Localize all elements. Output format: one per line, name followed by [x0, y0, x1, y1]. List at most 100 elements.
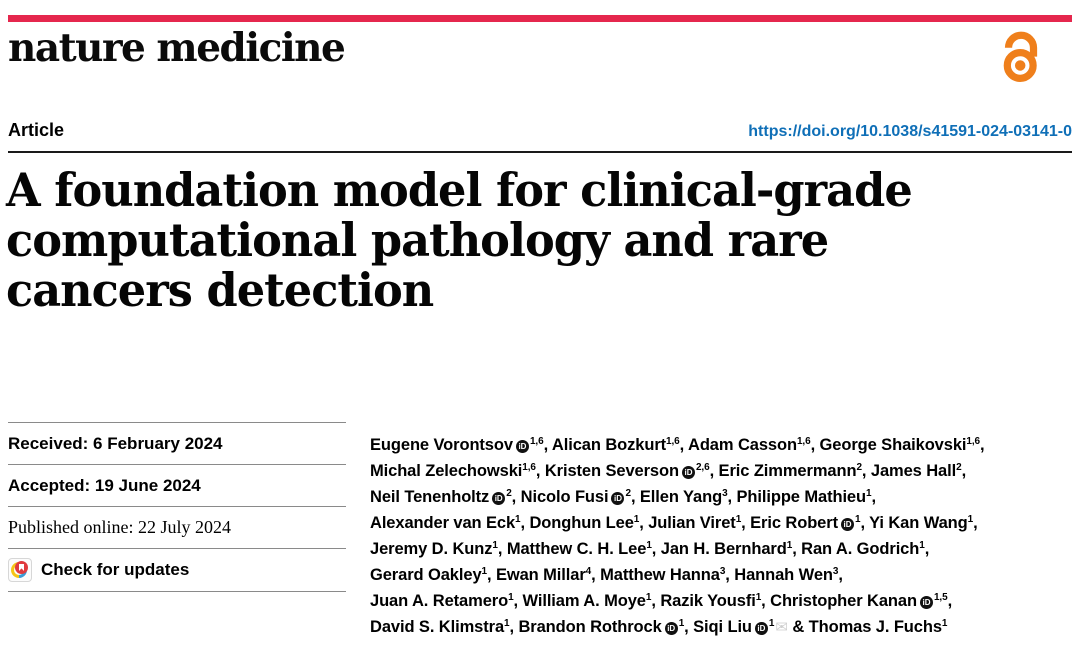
- affiliation-superscript: 1: [646, 540, 652, 551]
- affiliation-superscript: 1: [515, 514, 521, 525]
- author-name: Julian Viret: [648, 514, 736, 532]
- doi-link[interactable]: https://doi.org/10.1038/s41591-024-03141…: [748, 123, 1072, 140]
- affiliation-superscript: 1,6: [666, 436, 680, 447]
- affiliation-superscript: 3: [722, 488, 728, 499]
- affiliation-superscript: 1: [678, 618, 685, 629]
- affiliation-superscript: 1,6: [529, 436, 544, 447]
- affiliation-superscript: 1: [508, 592, 514, 603]
- affiliation-superscript: 2: [956, 462, 962, 473]
- author-name: Ewan Millar: [495, 566, 586, 584]
- author-name: Juan A. Retamero: [370, 592, 509, 610]
- author-line: Neil Tenenholtz iD 2, Nicolo Fusi iD 2, Elle…: [370, 488, 876, 506]
- author-name: Adam Casson: [688, 436, 797, 454]
- affiliation-superscript: 4: [585, 566, 592, 577]
- title-line-3: cancers detection: [6, 263, 434, 317]
- author-name: Nicolo Fusi: [520, 488, 609, 506]
- affiliation-superscript: 2,6: [695, 462, 710, 473]
- title-line-2: computational pathology and rare: [6, 213, 829, 267]
- author-name: Neil Tenenholtz: [370, 488, 490, 506]
- author-name: Michal Zelechowski: [370, 462, 523, 480]
- orcid-icon[interactable]: iD: [681, 466, 695, 479]
- affiliation-superscript: 1: [492, 540, 498, 551]
- affiliation-superscript: 3: [832, 566, 839, 577]
- affiliation-superscript: 1: [941, 618, 948, 629]
- affiliation-superscript: 1: [481, 566, 488, 577]
- author-name: Eric Robert: [750, 514, 838, 532]
- author-name: James Hall: [870, 462, 957, 480]
- affiliation-superscript: 1: [504, 618, 510, 629]
- article-history-column: Received: 6 February 2024 Accepted: 19 J…: [8, 422, 346, 641]
- affiliation-superscript: 1: [755, 592, 762, 603]
- orcid-icon[interactable]: iD: [919, 596, 933, 609]
- author-name: Eric Zimmermann: [718, 462, 857, 480]
- open-access-icon: [994, 26, 1044, 84]
- orcid-icon[interactable]: iD: [515, 440, 529, 453]
- author-line: Eugene Vorontsov iD 1,6, Alican Bozkurt1,6…: [370, 436, 985, 454]
- accepted-date: Accepted: 19 June 2024: [8, 464, 346, 506]
- orcid-icon[interactable]: iD: [492, 492, 506, 505]
- author-line: Michal Zelechowski1,6, Kristen Severson i…: [370, 462, 967, 480]
- author-line: Juan A. Retamero1, William A. Moye1, Raz…: [370, 592, 953, 610]
- author-name: Matthew Hanna: [600, 566, 720, 584]
- orcid-icon[interactable]: iD: [754, 622, 768, 635]
- affiliation-superscript: 1,6: [796, 436, 811, 447]
- author-line: Gerard Oakley1, Ewan Millar4, Matthew Ha…: [370, 566, 843, 584]
- author-name: Eugene Vorontsov: [370, 436, 513, 454]
- author-name: Gerard Oakley: [370, 566, 482, 584]
- author-name: Brandon Rothrock: [518, 618, 662, 636]
- affiliation-superscript: 1: [866, 488, 872, 499]
- affiliation-superscript: 1: [768, 618, 775, 629]
- author-name: Hannah Wen: [734, 566, 833, 584]
- affiliation-superscript: 1: [735, 514, 742, 525]
- affiliation-superscript: 3: [719, 566, 726, 577]
- author-line: Alexander van Eck1, Donghun Lee1, Julian…: [370, 514, 978, 532]
- author-name: William A. Moye: [522, 592, 646, 610]
- author-name: Siqi Liu: [693, 618, 752, 636]
- title-line-1: A foundation model for clinical-grade: [6, 163, 913, 217]
- author-name: Ellen Yang: [639, 488, 723, 506]
- author-name: Philippe Mathieu: [736, 488, 867, 506]
- author-name: Alexander van Eck: [370, 514, 516, 532]
- paper-title: A foundation model for clinical-grade co…: [6, 165, 1072, 315]
- check-for-updates-button[interactable]: Check for updates: [8, 548, 346, 592]
- article-header-row: Article https://doi.org/10.1038/s41591-0…: [8, 120, 1072, 153]
- email-envelope-icon[interactable]: ✉: [775, 619, 788, 636]
- check-for-updates-label: Check for updates: [41, 560, 190, 579]
- crossmark-icon[interactable]: [8, 558, 32, 582]
- received-date: Received: 6 February 2024: [8, 422, 346, 464]
- affiliation-superscript: 2: [625, 488, 631, 499]
- author-line: David S. Klimstra1, Brandon Rothrock iD 1,…: [370, 618, 948, 636]
- author-name: Jan H. Bernhard: [660, 540, 787, 558]
- author-name: Yi Kan Wang: [869, 514, 968, 532]
- author-list: Eugene Vorontsov iD 1,6, Alican Bozkurt1,6…: [346, 422, 1072, 641]
- affiliation-superscript: 1,6: [522, 462, 536, 473]
- author-name: Alican Bozkurt: [551, 436, 667, 454]
- author-name: George Shaikovski: [819, 436, 967, 454]
- crossmark-bookmark: [19, 564, 24, 571]
- article-type-label: Article: [8, 120, 65, 140]
- author-name: Razik Yousfi: [660, 592, 756, 610]
- author-name: Thomas J. Fuchs: [808, 618, 942, 636]
- affiliation-superscript: 1: [633, 514, 640, 525]
- author-name: Kristen Severson: [544, 462, 679, 480]
- affiliation-superscript: 1,5: [933, 592, 948, 603]
- affiliation-superscript: 1: [919, 540, 925, 551]
- affiliation-superscript: 1: [967, 514, 974, 525]
- author-name: Jeremy D. Kunz: [370, 540, 493, 558]
- orcid-icon[interactable]: iD: [611, 492, 625, 505]
- affiliation-superscript: 1,6: [966, 436, 981, 447]
- author-name: Matthew C. H. Lee: [506, 540, 647, 558]
- orcid-icon[interactable]: iD: [840, 518, 854, 531]
- journal-red-bar: [8, 15, 1072, 22]
- affiliation-superscript: 1: [854, 514, 861, 525]
- author-name: Christopher Kanan: [770, 592, 917, 610]
- author-line: Jeremy D. Kunz1, Matthew C. H. Lee1, Jan…: [370, 540, 930, 558]
- meta-and-authors: Received: 6 February 2024 Accepted: 19 J…: [8, 422, 1072, 641]
- author-name: Donghun Lee: [529, 514, 634, 532]
- orcid-icon[interactable]: iD: [664, 622, 678, 635]
- journal-logo: nature medicine: [8, 25, 346, 71]
- affiliation-superscript: 2: [856, 462, 862, 473]
- author-name: Ran A. Godrich: [801, 540, 920, 558]
- author-name: David S. Klimstra: [370, 618, 505, 636]
